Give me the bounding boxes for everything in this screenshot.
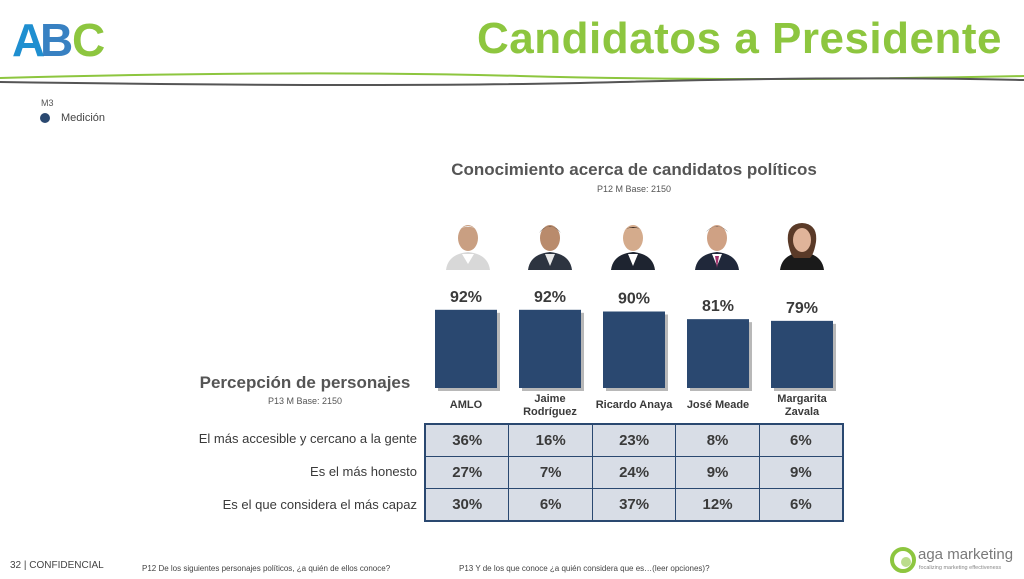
margarita-zavala-portrait-icon xyxy=(780,223,824,270)
table-cell: 9% xyxy=(675,456,760,489)
bar-value-label: 92% xyxy=(450,289,482,306)
bar-value-label: 90% xyxy=(618,291,650,308)
bar-value-label: 81% xyxy=(702,298,734,315)
legend-item: Medición xyxy=(40,112,105,124)
ricardo-anaya-portrait-icon xyxy=(611,225,655,270)
chart-title: Conocimiento acerca de candidatos políti… xyxy=(451,160,817,179)
table-row: 36% 16% 23% 8% 6% xyxy=(424,423,844,457)
perception-subtitle: P13 M Base: 2150 xyxy=(267,396,343,406)
knowledge-bar-chart: 92% 92% 90% 81% 79% xyxy=(435,289,836,391)
table-cell: 7% xyxy=(508,456,593,489)
category-label: Jaime Rodríguez xyxy=(523,392,577,418)
jaime-rodriguez-portrait-icon xyxy=(528,225,572,270)
table-cell: 24% xyxy=(591,456,677,489)
table-row: 30% 6% 37% 12% 6% xyxy=(424,488,844,522)
legend-wave: M3 xyxy=(41,98,54,108)
legend-label: Medición xyxy=(61,112,106,124)
table-cell: 12% xyxy=(675,488,760,522)
table-cell: 6% xyxy=(758,488,844,522)
abc-logo: A B C xyxy=(12,14,105,60)
aga-marketing-logo-icon xyxy=(890,547,916,573)
bar-2 xyxy=(603,311,665,388)
svg-text:C: C xyxy=(72,14,105,60)
category-label: AMLO xyxy=(449,399,483,412)
row-label-honesto: Es el más honesto xyxy=(310,464,417,479)
category-label: Ricardo Anaya xyxy=(595,399,673,412)
table-cell: 23% xyxy=(591,423,677,457)
amlo-portrait-icon xyxy=(446,225,490,270)
table-cell: 6% xyxy=(508,488,593,522)
chart-subtitle: P12 M Base: 2150 xyxy=(596,184,672,194)
page-title: Candidatos a Presidente xyxy=(477,14,1002,63)
legend-dot-icon xyxy=(40,113,50,123)
bar-1 xyxy=(519,309,581,388)
table-cell: 6% xyxy=(758,423,844,457)
footer-question-p13: P13 Y de los que conoce ¿a quién conside… xyxy=(459,564,710,573)
table-cell: 9% xyxy=(758,456,844,489)
bar-4 xyxy=(771,320,833,388)
table-cell: 8% xyxy=(675,423,760,457)
table-cell: 37% xyxy=(591,488,677,522)
bar-0 xyxy=(435,309,497,388)
brand-name: aga marketing xyxy=(918,546,1014,563)
category-label: José Meade xyxy=(686,399,750,412)
svg-text:A: A xyxy=(12,14,45,60)
table-cell: 16% xyxy=(508,423,593,457)
brand-tagline: focalizing marketing effectiveness xyxy=(919,565,1002,571)
bar-3 xyxy=(687,319,749,388)
header-swoosh xyxy=(0,72,1024,86)
category-label: Margarita Zavala xyxy=(777,392,827,418)
table-cell: 36% xyxy=(424,423,510,457)
perception-table: 36% 16% 23% 8% 6% 27% 7% 24% 9% 9% 30% 6… xyxy=(424,423,844,522)
table-cell: 27% xyxy=(424,456,510,489)
footer-page-number: 32 | CONFIDENCIAL xyxy=(10,560,104,571)
row-label-accesible: El más accesible y cercano a la gente xyxy=(198,431,417,446)
svg-text:B: B xyxy=(40,14,73,60)
table-cell: 30% xyxy=(424,488,510,522)
row-label-capaz: Es el que considera el más capaz xyxy=(222,497,417,512)
footer-question-p12: P12 De los siguientes personajes polític… xyxy=(142,564,391,573)
bar-value-label: 92% xyxy=(534,289,566,306)
perception-title: Percepción de personajes xyxy=(199,373,411,392)
table-row: 27% 7% 24% 9% 9% xyxy=(424,456,844,489)
bar-value-label: 79% xyxy=(786,300,818,317)
jose-meade-portrait-icon xyxy=(695,225,739,270)
